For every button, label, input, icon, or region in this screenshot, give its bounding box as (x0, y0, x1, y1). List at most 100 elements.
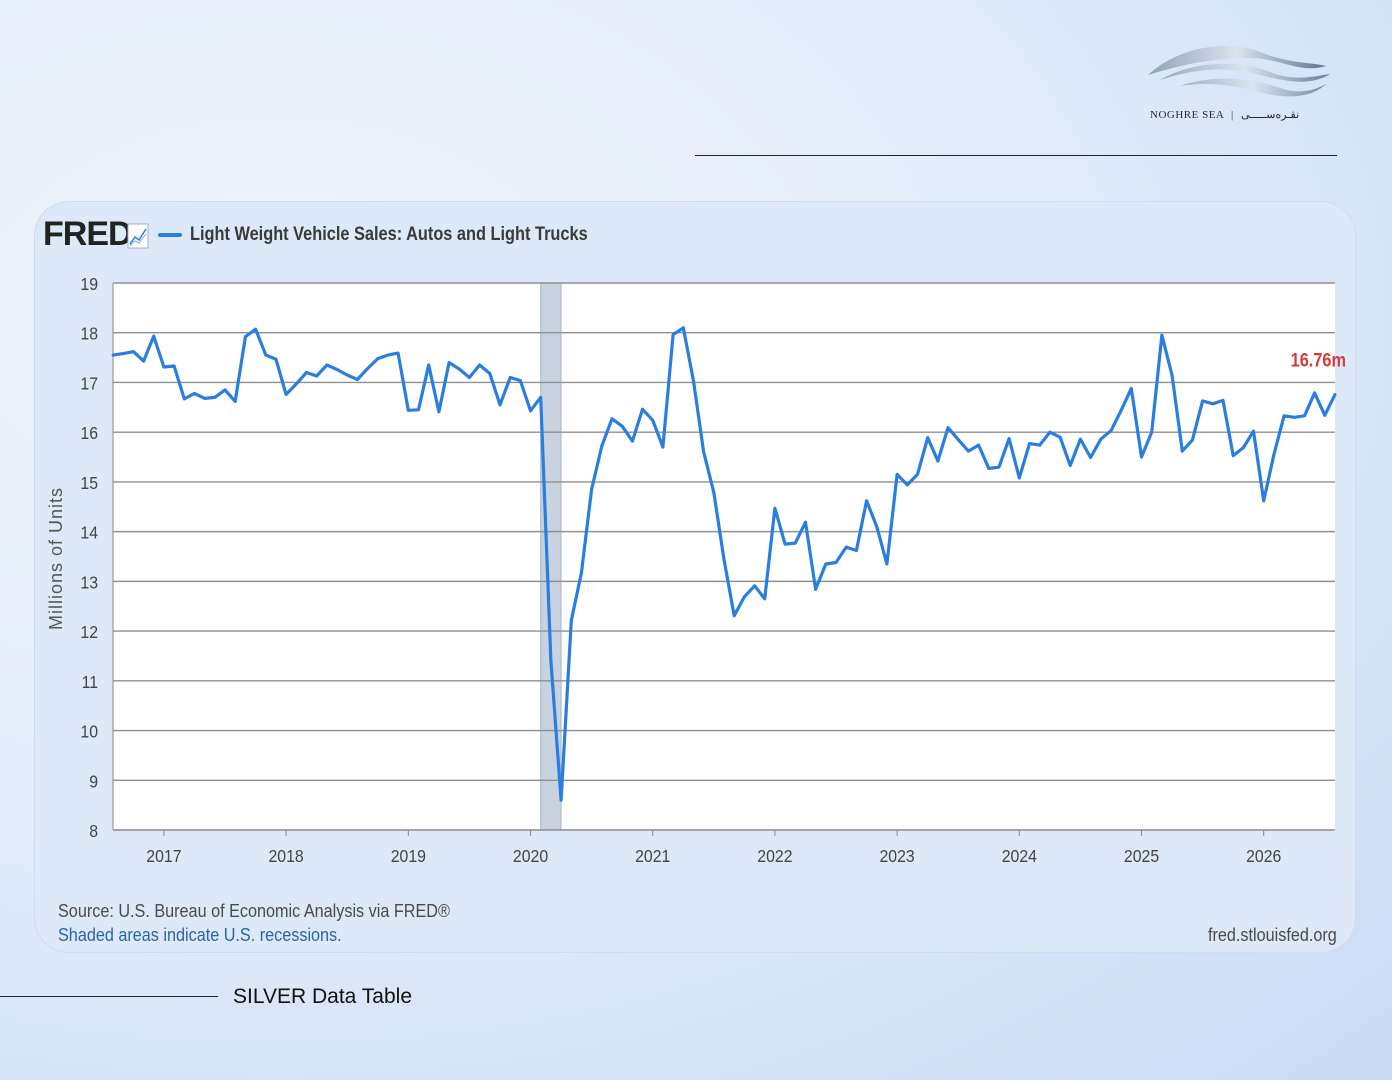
data-point (559, 798, 563, 802)
data-point (437, 410, 441, 414)
data-point (610, 417, 614, 421)
data-point (569, 619, 573, 623)
fred-url-link[interactable]: fred.stlouisfed.org (1208, 925, 1337, 945)
recession-note-link[interactable]: Shaded areas indicate U.S. recessions. (58, 925, 342, 945)
data-point (529, 409, 532, 413)
legend-swatch (158, 233, 182, 237)
data-point (987, 467, 991, 470)
data-point (366, 367, 369, 370)
data-point (793, 541, 797, 545)
latest-value-label: 16.76m (1291, 349, 1346, 370)
data-point (162, 365, 166, 369)
data-point (1017, 476, 1021, 480)
brand-wordmark: NOGHRE SEA | نقـره‌ســـــی (1150, 109, 1300, 121)
data-point (294, 382, 298, 386)
data-point (630, 439, 634, 443)
data-point (254, 327, 257, 331)
data-point (702, 450, 706, 453)
y-tick-label: 12 (80, 622, 98, 642)
data-point (111, 353, 115, 357)
data-point (834, 561, 838, 564)
data-point (1170, 374, 1174, 377)
data-point (956, 438, 960, 442)
data-point (600, 444, 604, 448)
data-point (1262, 499, 1266, 503)
data-point (182, 397, 186, 401)
data-point (1048, 430, 1052, 434)
data-point (1313, 391, 1317, 395)
header-divider (695, 155, 1337, 156)
data-point (213, 395, 217, 399)
data-point (712, 490, 716, 494)
data-point (386, 353, 390, 357)
y-tick-label: 8 (89, 821, 98, 841)
y-tick-label: 17 (80, 374, 98, 394)
data-point (905, 483, 909, 487)
data-point (783, 542, 787, 546)
data-point (661, 445, 665, 449)
data-point (753, 584, 756, 588)
data-point (142, 359, 145, 363)
x-tick-label: 2019 (391, 846, 426, 866)
x-tick-label: 2024 (1002, 846, 1037, 866)
data-point (1333, 392, 1337, 396)
data-point (875, 525, 879, 529)
data-point (763, 597, 767, 601)
data-point (1231, 454, 1235, 457)
data-point (457, 367, 461, 371)
y-tick-label: 10 (80, 722, 98, 742)
data-point (681, 326, 685, 330)
data-point (1089, 456, 1092, 459)
data-point (865, 499, 868, 503)
data-point (498, 403, 502, 407)
wave-logo-icon (1148, 45, 1330, 97)
data-point (1272, 453, 1276, 456)
data-point (396, 351, 400, 355)
data-point (844, 545, 848, 549)
data-point (814, 587, 818, 591)
data-point (854, 549, 858, 552)
section-title: SILVER Data Table (233, 985, 412, 1008)
data-point (427, 363, 431, 367)
data-point (1241, 446, 1245, 449)
source-note: Source: U.S. Bureau of Economic Analysis… (58, 901, 450, 921)
data-point (264, 353, 268, 357)
data-point (1079, 437, 1082, 441)
data-point (1211, 402, 1215, 406)
data-point (356, 378, 359, 381)
y-tick-label: 15 (80, 473, 98, 493)
data-point (121, 352, 125, 356)
footer-divider (0, 996, 218, 997)
data-point (203, 396, 207, 400)
data-point (926, 436, 930, 440)
data-point (1028, 442, 1031, 446)
y-tick-label: 18 (80, 324, 98, 344)
data-point (1058, 435, 1062, 439)
x-tick-label: 2023 (880, 846, 915, 866)
data-point (895, 473, 899, 476)
data-point (732, 614, 736, 618)
data-point (284, 392, 288, 396)
data-point (152, 334, 156, 338)
y-axis-label: Millions of Units (46, 487, 66, 630)
data-point (243, 335, 247, 339)
data-point (967, 449, 970, 453)
data-point (1191, 438, 1194, 442)
data-point (671, 333, 675, 337)
data-point (1140, 455, 1143, 459)
y-tick-label: 11 (82, 672, 98, 692)
data-point (549, 659, 553, 663)
data-point (233, 399, 237, 403)
fred-logo: FRED (43, 215, 133, 253)
y-tick-label: 14 (80, 523, 98, 543)
data-point (1099, 437, 1103, 441)
data-point (1129, 387, 1133, 390)
data-point (335, 368, 339, 371)
data-point (651, 418, 655, 422)
data-point (1038, 443, 1042, 447)
x-tick-label: 2026 (1246, 846, 1281, 866)
data-point (1160, 333, 1164, 337)
data-point (1180, 449, 1184, 453)
data-point (742, 595, 746, 599)
